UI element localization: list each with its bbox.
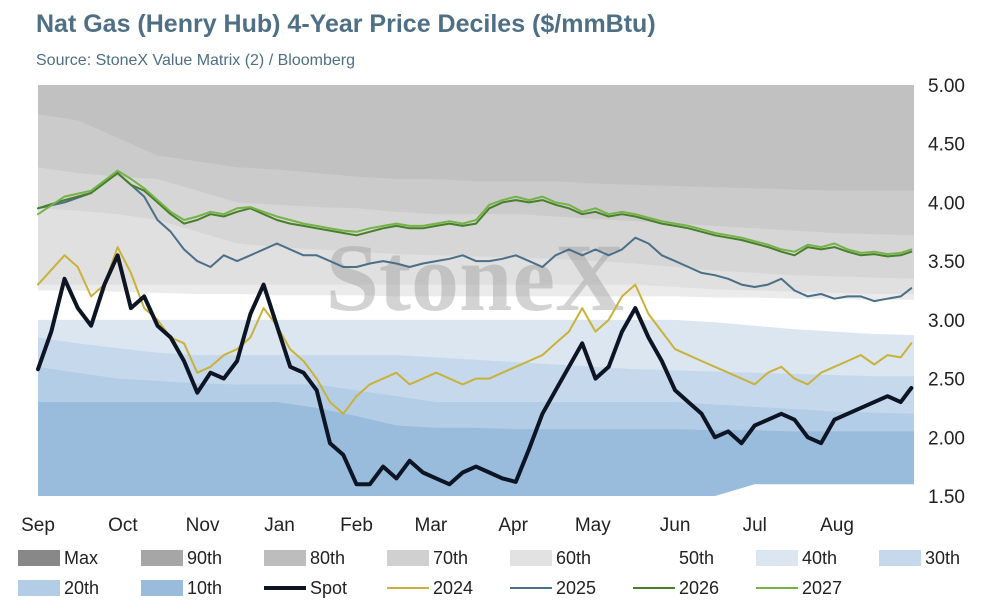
x-axis: Sep Oct Nov Jan Feb Mar Apr May Jun Jul Aug	[21, 515, 854, 536]
legend-item: 50th	[633, 546, 714, 570]
legend-swatch	[879, 550, 921, 566]
legend-swatch	[18, 580, 60, 596]
x-tick-label: Mar	[415, 515, 448, 536]
x-tick-label: Jun	[660, 515, 691, 536]
legend-swatch	[387, 587, 429, 589]
legend-swatch	[633, 587, 675, 589]
legend-label: 30th	[925, 547, 961, 568]
legend-swatch	[510, 550, 552, 566]
price-series	[36, 169, 914, 487]
legend-item: Spot	[264, 576, 347, 600]
y-tick-label: 2.00	[928, 428, 965, 449]
legend-swatch	[264, 586, 306, 590]
y-tick-label: 5.00	[928, 76, 965, 97]
y-tick-label: 2.50	[928, 370, 965, 391]
legend-label: 2025	[556, 577, 597, 598]
y-tick-label: 3.50	[928, 252, 965, 273]
legend-label: 60th	[556, 547, 592, 568]
y-tick-label: 1.50	[928, 487, 965, 508]
legend-item: Max	[18, 546, 98, 570]
series-2027	[37, 169, 913, 256]
y-tick-label: 4.50	[928, 135, 965, 156]
legend-item: 90th	[141, 546, 222, 570]
legend-label: 90th	[187, 547, 223, 568]
decile-bands	[38, 85, 914, 497]
x-tick-label: Apr	[498, 515, 528, 536]
x-tick-label: Jul	[743, 515, 767, 536]
legend-item: 80th	[264, 546, 345, 570]
legend-item: 2027	[756, 576, 842, 600]
legend-swatch	[756, 587, 798, 589]
legend-label: 80th	[310, 547, 346, 568]
series-2024	[37, 246, 913, 415]
band-10th	[38, 402, 914, 496]
x-tick-label: Sep	[21, 515, 55, 536]
legend-swatch	[264, 550, 306, 566]
legend-item: 2024	[387, 576, 473, 600]
series-spot	[36, 253, 914, 487]
series-2025	[37, 172, 913, 303]
legend-swatch	[756, 550, 798, 566]
legend-item: 60th	[510, 546, 591, 570]
chart-subtitle: Source: StoneX Value Matrix (2) / Bloomb…	[36, 52, 355, 69]
legend-item: 30th	[879, 546, 960, 570]
legend-label: 20th	[64, 577, 100, 598]
legend-label: 50th	[679, 547, 715, 568]
legend-swatch	[633, 550, 675, 566]
legend-item: 40th	[756, 546, 837, 570]
x-tick-label: Nov	[186, 515, 220, 536]
y-tick-label: 4.00	[928, 193, 965, 214]
legend-item: 2026	[633, 576, 719, 600]
legend-label: 2027	[802, 577, 843, 598]
x-tick-label: Oct	[108, 515, 138, 536]
legend-label: 2026	[679, 577, 720, 598]
x-tick-label: Jan	[264, 515, 295, 536]
legend-label: Spot	[310, 577, 348, 598]
legend-item: 2025	[510, 576, 596, 600]
stonex-watermark: StoneX	[326, 224, 625, 331]
band-min	[38, 484, 914, 496]
legend-swatch	[510, 587, 552, 589]
legend-swatch	[18, 550, 60, 566]
y-axis: 5.00 4.50 4.00 3.50 3.00 2.50 2.00 1.50	[928, 76, 965, 508]
y-tick-label: 3.00	[928, 311, 965, 332]
legend-item: 20th	[18, 576, 99, 600]
x-tick-label: May	[575, 515, 611, 536]
legend-label: Max	[64, 547, 99, 568]
x-tick-label: Feb	[340, 515, 373, 536]
chart-title: Nat Gas (Henry Hub) 4-Year Price Deciles…	[36, 10, 656, 38]
legend-item: 70th	[387, 546, 468, 570]
legend-item: 10th	[141, 576, 222, 600]
legend-label: 40th	[802, 547, 838, 568]
legend-swatch	[387, 550, 429, 566]
legend-label: 70th	[433, 547, 469, 568]
legend-swatch	[141, 580, 183, 596]
x-tick-label: Aug	[820, 515, 854, 536]
legend-swatch	[141, 550, 183, 566]
series-2026	[37, 172, 913, 258]
legend-label: 2024	[433, 577, 474, 598]
legend-label: 10th	[187, 577, 223, 598]
